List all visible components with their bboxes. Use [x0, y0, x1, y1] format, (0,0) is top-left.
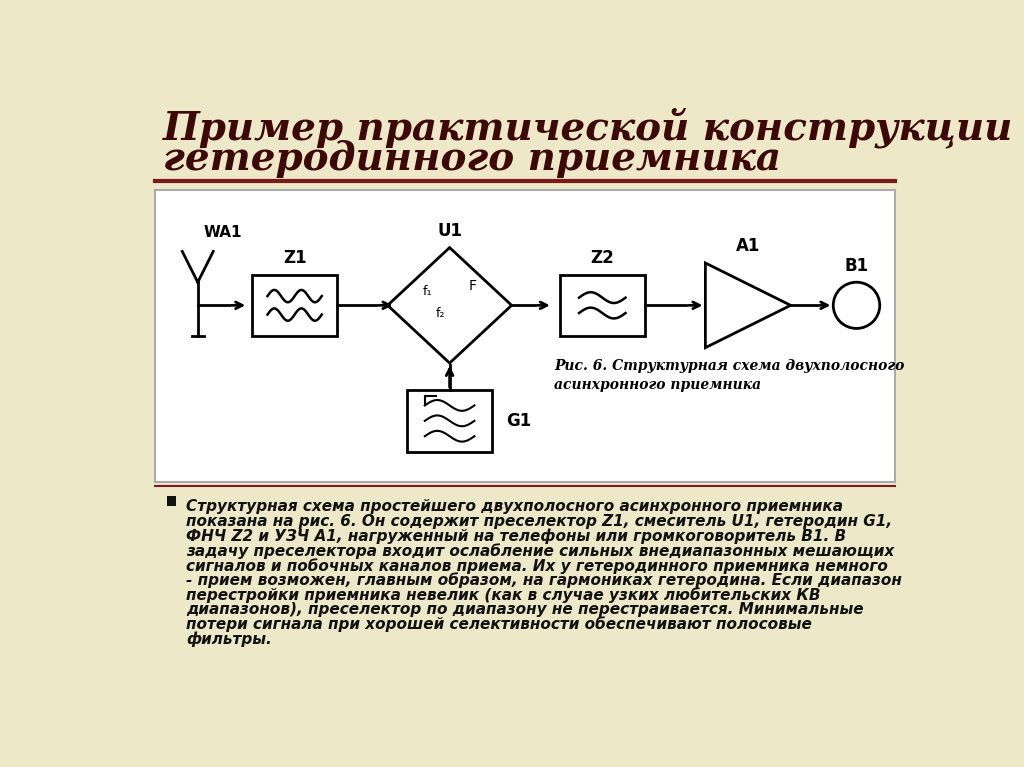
Text: Пример практической конструкции: Пример практической конструкции [163, 107, 1014, 148]
Bar [155, 189, 895, 482]
Text: Z2: Z2 [591, 249, 614, 267]
Text: f₁: f₁ [423, 285, 433, 298]
Text: Структурная схема простейшего двухполосного асинхронного приемника: Структурная схема простейшего двухполосн… [186, 499, 843, 515]
Text: показана на рис. 6. Он содержит преселектор Z1, смеситель U1, гетеродин G1,: показана на рис. 6. Он содержит преселек… [186, 514, 892, 529]
Text: ФНЧ Z2 и УЗЧ A1, нагруженный на телефоны или громкоговоритель B1. В: ФНЧ Z2 и УЗЧ A1, нагруженный на телефоны… [186, 528, 846, 544]
Text: Рис. 6. Структурная схема двухполосного
асинхронного приемника: Рис. 6. Структурная схема двухполосного … [554, 359, 904, 392]
Polygon shape [388, 248, 512, 363]
Text: U1: U1 [437, 222, 462, 240]
Bar [560, 275, 645, 336]
Text: задачу преселектора входит ослабление сильных внедиапазонных мешающих: задачу преселектора входит ослабление си… [186, 543, 894, 559]
Text: перестройки приемника невелик (как в случае узких любительских КВ: перестройки приемника невелик (как в слу… [186, 588, 820, 603]
Text: f₂: f₂ [435, 307, 445, 320]
Text: WA1: WA1 [204, 225, 243, 240]
Text: Z1: Z1 [283, 249, 306, 267]
Text: фильтры.: фильтры. [186, 631, 272, 647]
Text: B1: B1 [845, 256, 868, 275]
Text: - прием возможен, главным образом, на гармониках гетеродина. Если диапазон: - прием возможен, главным образом, на га… [186, 572, 902, 588]
Text: F: F [469, 279, 477, 293]
Text: диапазонов), преселектор по диапазону не перестраивается. Минимальные: диапазонов), преселектор по диапазону не… [186, 602, 864, 617]
Text: G1: G1 [506, 412, 531, 430]
Text: A1: A1 [736, 237, 760, 255]
Text: потери сигнала при хорошей селективности обеспечивают полосовые: потери сигнала при хорошей селективности… [186, 617, 812, 632]
Bar [407, 390, 493, 452]
Bar [167, 496, 176, 505]
Circle shape [834, 282, 880, 328]
Bar [252, 275, 337, 336]
Text: гетеродинного приемника: гетеродинного приемника [163, 140, 781, 178]
Text: сигналов и побочных каналов приема. Их у гетеродинного приемника немного: сигналов и побочных каналов приема. Их у… [186, 558, 888, 574]
Polygon shape [706, 263, 791, 347]
